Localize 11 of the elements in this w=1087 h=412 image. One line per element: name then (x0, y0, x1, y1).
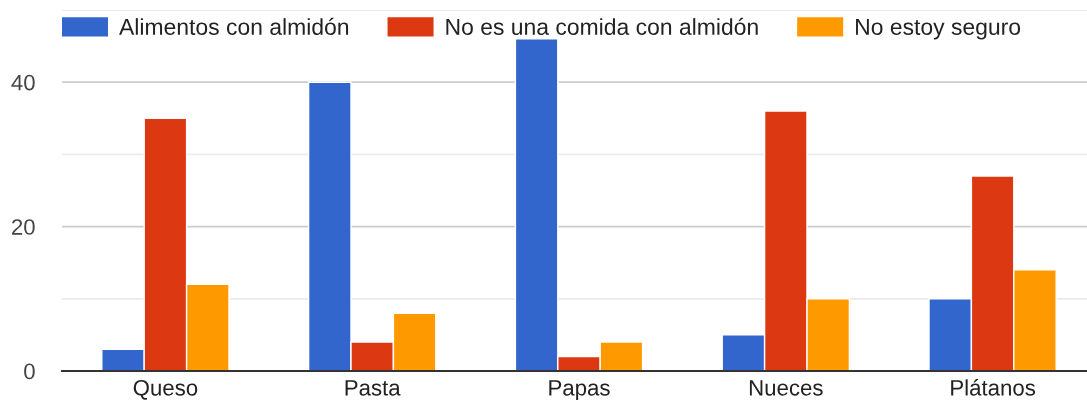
y-tick-label: 40 (11, 74, 35, 91)
x-tick-label: Nueces (749, 380, 823, 396)
legend-label: Alimentos con almidón (119, 17, 349, 35)
x-tick-label: Papas (549, 380, 610, 401)
y-tick-label: 20 (12, 219, 35, 235)
legend-label: No es una comida con almidón (446, 17, 758, 35)
x-tick-label: Pasta (345, 380, 401, 396)
x-tick-label: Plátanos (951, 379, 1036, 396)
x-tick-label: Queso (133, 379, 198, 400)
y-tick-label: 0 (24, 363, 35, 380)
legend-label: No estoy seguro (856, 18, 1021, 40)
